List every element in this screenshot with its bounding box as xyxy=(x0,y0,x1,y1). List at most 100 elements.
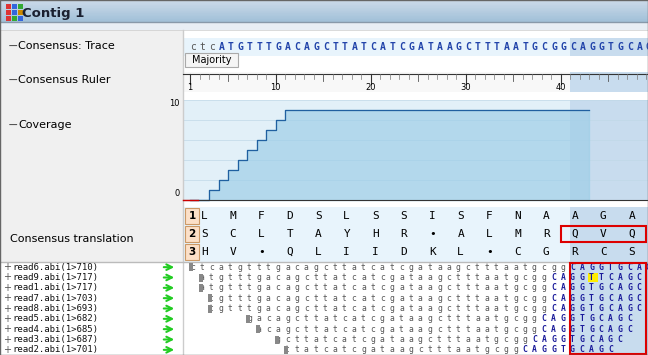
Text: t: t xyxy=(361,314,366,323)
Text: g: g xyxy=(389,294,395,303)
Text: g: g xyxy=(294,304,299,313)
Text: T: T xyxy=(257,42,262,52)
Text: g: g xyxy=(561,263,565,272)
Text: C: C xyxy=(522,345,527,354)
Text: C: C xyxy=(636,273,642,282)
Text: t: t xyxy=(209,294,214,303)
Text: read5.abi(1>682): read5.abi(1>682) xyxy=(12,314,98,323)
Text: a: a xyxy=(285,263,290,272)
Text: a: a xyxy=(418,263,423,272)
Text: g: g xyxy=(247,314,252,323)
Text: a: a xyxy=(418,283,423,292)
Bar xyxy=(185,244,199,260)
Text: a: a xyxy=(408,325,413,334)
Text: G: G xyxy=(646,42,648,52)
Text: G: G xyxy=(551,42,557,52)
Text: t: t xyxy=(228,304,233,313)
Bar xyxy=(0,21,648,22)
Text: g: g xyxy=(503,314,509,323)
Text: g: g xyxy=(380,314,385,323)
Text: c: c xyxy=(351,273,356,282)
Text: c: c xyxy=(371,325,375,334)
Text: •: • xyxy=(486,247,492,257)
Bar xyxy=(0,19,648,20)
Text: c: c xyxy=(380,294,385,303)
Bar xyxy=(0,3,648,4)
Text: T: T xyxy=(608,42,614,52)
Text: t: t xyxy=(456,283,461,292)
Text: t: t xyxy=(228,263,233,272)
Text: a: a xyxy=(304,345,309,354)
Text: g: g xyxy=(275,335,281,344)
Text: G: G xyxy=(599,294,603,303)
Text: R: R xyxy=(543,229,550,239)
Text: t: t xyxy=(200,42,205,52)
Text: t: t xyxy=(314,325,318,334)
Text: T: T xyxy=(599,273,603,282)
Text: a: a xyxy=(399,335,404,344)
Text: A: A xyxy=(418,42,424,52)
Text: F: F xyxy=(258,211,264,221)
Text: c: c xyxy=(380,283,385,292)
Text: a: a xyxy=(200,273,204,282)
Text: F: F xyxy=(486,211,492,221)
Text: −: − xyxy=(8,119,19,131)
Text: t: t xyxy=(323,335,328,344)
Text: +: + xyxy=(3,324,11,334)
Text: a: a xyxy=(361,273,366,282)
Text: T: T xyxy=(608,263,613,272)
Text: a: a xyxy=(475,314,480,323)
Text: t: t xyxy=(456,314,461,323)
Text: g: g xyxy=(513,345,518,354)
Text: g: g xyxy=(218,273,224,282)
Text: a: a xyxy=(456,345,461,354)
Text: C: C xyxy=(636,304,642,313)
Bar xyxy=(0,1,648,2)
Text: G: G xyxy=(551,335,556,344)
Text: C: C xyxy=(627,325,632,334)
Text: g: g xyxy=(218,304,224,313)
Text: a: a xyxy=(485,325,489,334)
Text: t: t xyxy=(494,325,499,334)
Text: g: g xyxy=(522,325,527,334)
Text: g: g xyxy=(456,263,461,272)
Text: t: t xyxy=(437,345,442,354)
Text: g: g xyxy=(408,345,413,354)
Bar xyxy=(0,5,648,6)
Text: t: t xyxy=(389,335,395,344)
Text: c: c xyxy=(190,263,195,272)
Text: t: t xyxy=(437,335,442,344)
Text: c: c xyxy=(323,263,328,272)
Text: C: C xyxy=(294,42,301,52)
Text: a: a xyxy=(361,283,366,292)
Text: a: a xyxy=(485,273,489,282)
Text: t: t xyxy=(371,294,375,303)
Bar xyxy=(6,16,11,21)
Text: c: c xyxy=(522,304,527,313)
Text: C: C xyxy=(608,345,613,354)
Text: a: a xyxy=(485,294,489,303)
Bar xyxy=(6,10,11,15)
Text: a: a xyxy=(380,263,385,272)
Text: t: t xyxy=(247,263,252,272)
Text: G: G xyxy=(570,314,575,323)
Text: a: a xyxy=(485,304,489,313)
Text: a: a xyxy=(475,325,480,334)
Text: t: t xyxy=(503,304,509,313)
Text: A: A xyxy=(351,42,358,52)
Text: c: c xyxy=(304,273,309,282)
Text: g: g xyxy=(428,325,432,334)
Text: G: G xyxy=(599,263,603,272)
Text: a: a xyxy=(323,325,328,334)
Bar xyxy=(6,4,11,9)
Text: I: I xyxy=(343,247,350,257)
Text: R: R xyxy=(572,247,578,257)
Text: t: t xyxy=(389,263,395,272)
Text: c: c xyxy=(351,294,356,303)
Text: G: G xyxy=(551,345,556,354)
Text: C: C xyxy=(579,345,584,354)
Text: a: a xyxy=(399,273,404,282)
Text: a: a xyxy=(389,345,395,354)
Text: g: g xyxy=(532,304,537,313)
Text: G: G xyxy=(599,283,603,292)
